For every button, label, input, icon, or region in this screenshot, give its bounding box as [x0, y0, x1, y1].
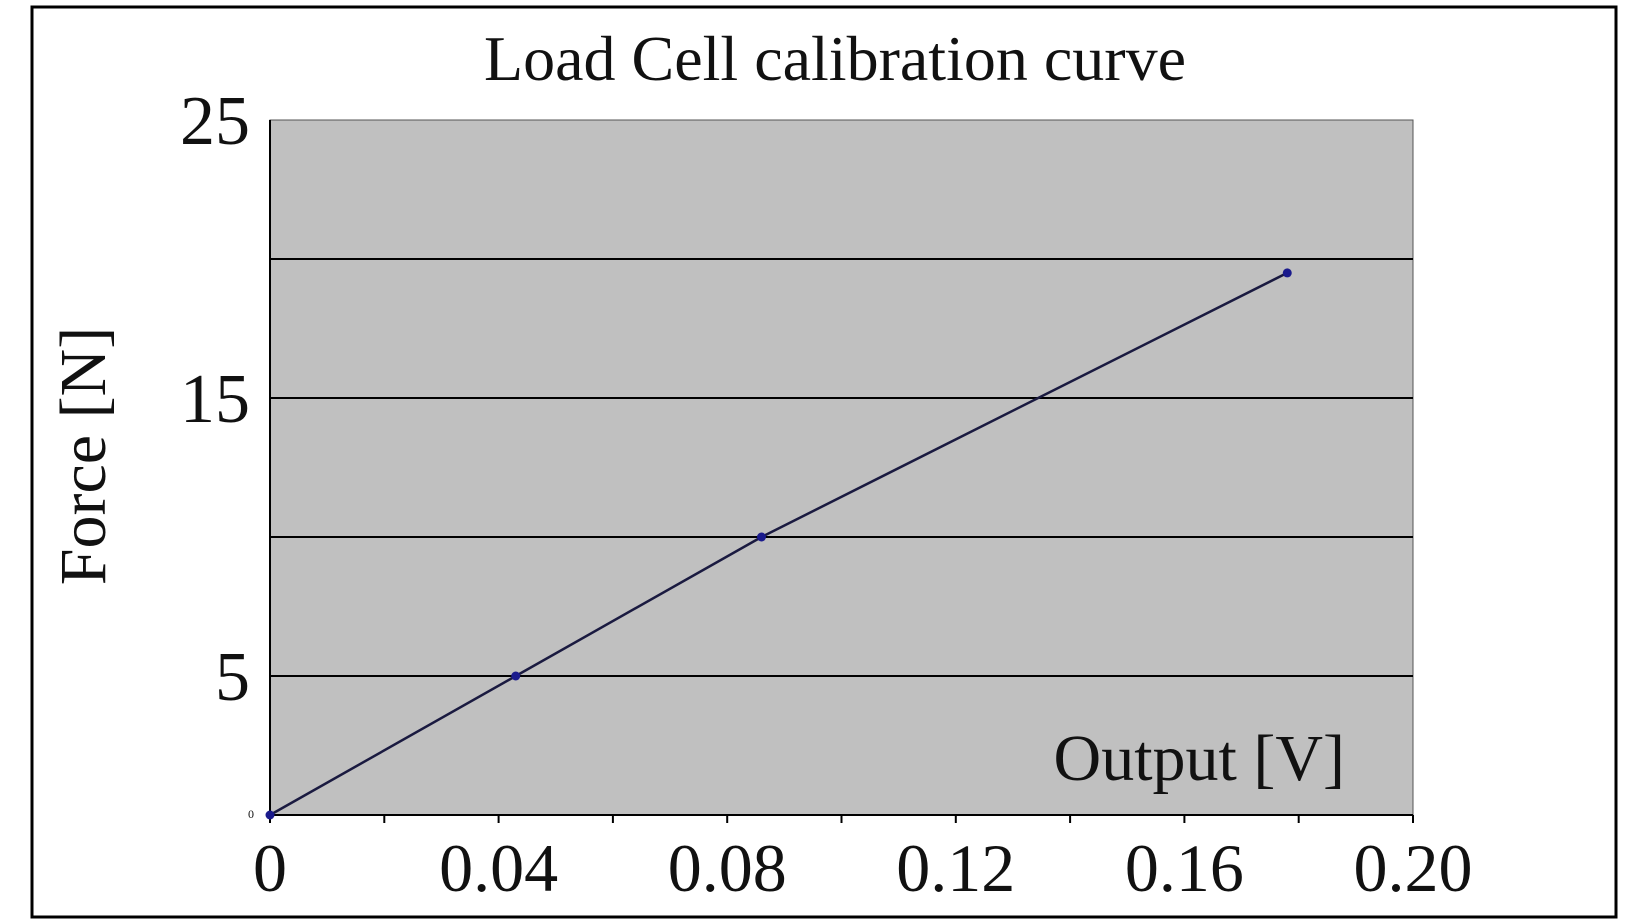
y-tick-label-1: 15	[180, 361, 250, 438]
x-tick-label-1: 0.04	[439, 830, 558, 906]
x-tick-label-0: 0	[253, 830, 287, 906]
x-tick-label-2: 0.08	[668, 830, 787, 906]
x-tick-label-5: 0.20	[1354, 830, 1473, 906]
tick-labels: 0 0.04 0.08 0.12 0.16 0.20 5 15 25 0	[180, 83, 1473, 906]
x-tick-label-4: 0.16	[1125, 830, 1244, 906]
series	[265, 268, 1292, 820]
y-axis-label: Force [N]	[47, 327, 120, 585]
x-axis-label: Output [V]	[1054, 722, 1345, 795]
gridlines	[270, 258, 1413, 677]
data-point-0	[265, 810, 275, 820]
data-point-2	[756, 532, 766, 542]
data-point-1	[511, 671, 521, 681]
y-origin-label: 0	[248, 807, 254, 821]
data-point-3	[1282, 268, 1292, 278]
plot-area	[269, 119, 1414, 816]
series-line-0	[269, 271, 1288, 817]
chart-title: Load Cell calibration curve	[484, 23, 1186, 94]
axes	[269, 120, 1414, 823]
y-tick-label-2: 25	[180, 83, 250, 160]
y-tick-label-0: 5	[215, 639, 250, 716]
x-tick-label-3: 0.12	[896, 830, 1015, 906]
